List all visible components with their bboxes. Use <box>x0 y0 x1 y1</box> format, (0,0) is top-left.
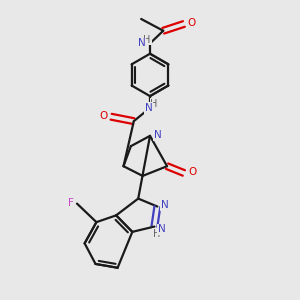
Text: F: F <box>68 198 74 208</box>
Text: H: H <box>153 229 160 238</box>
Text: O: O <box>188 18 196 28</box>
Text: N: N <box>154 130 161 140</box>
Text: H: H <box>143 34 151 45</box>
Text: O: O <box>99 111 108 121</box>
Text: N: N <box>145 103 152 113</box>
Text: N: N <box>138 38 146 48</box>
Text: N: N <box>160 200 168 210</box>
Text: O: O <box>188 167 196 177</box>
Text: N: N <box>158 224 165 235</box>
Text: H: H <box>150 99 158 109</box>
